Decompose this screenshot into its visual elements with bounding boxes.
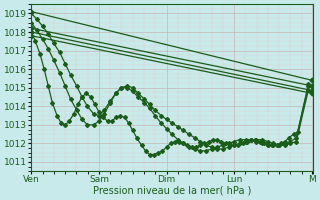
X-axis label: Pression niveau de la mer( hPa ): Pression niveau de la mer( hPa ) [93, 186, 251, 196]
